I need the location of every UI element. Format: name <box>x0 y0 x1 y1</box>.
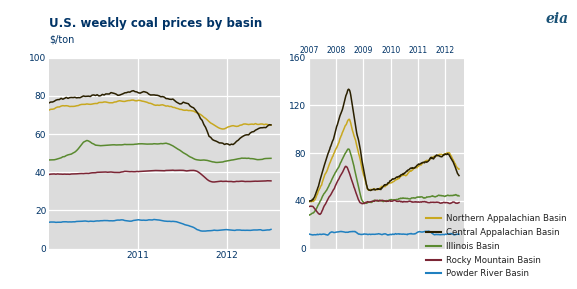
Legend: Northern Appalachian Basin, Central Appalachian Basin, Illinois Basin, Rocky Mou: Northern Appalachian Basin, Central Appa… <box>422 211 570 282</box>
Text: $/ton: $/ton <box>49 35 74 45</box>
Text: U.S. weekly coal prices by basin: U.S. weekly coal prices by basin <box>49 17 263 30</box>
Text: eia: eia <box>545 12 568 25</box>
